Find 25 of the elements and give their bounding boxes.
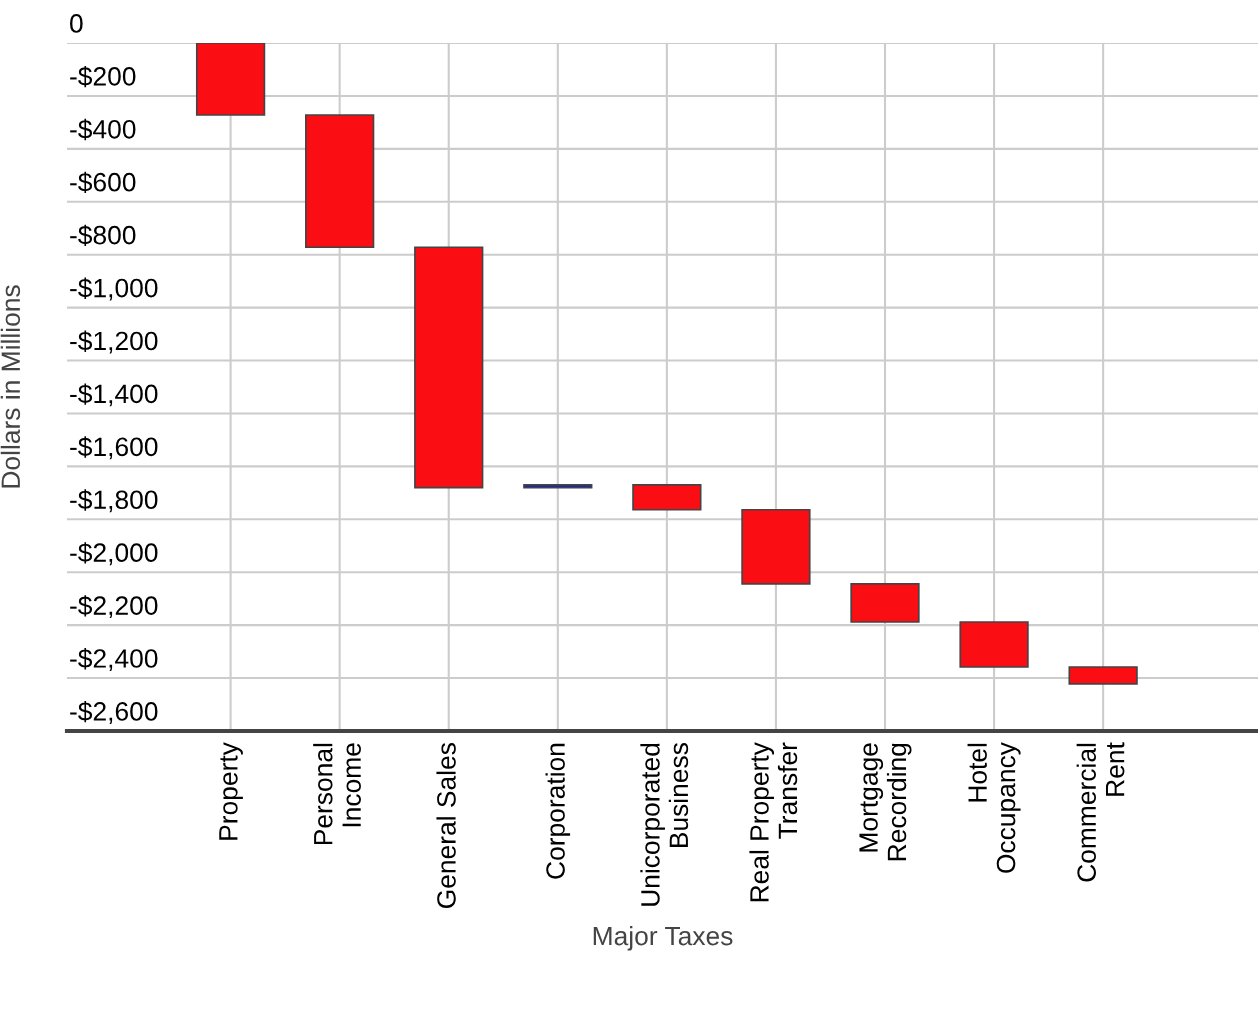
y-tick-label: -$1,600 xyxy=(70,436,158,460)
y-tick-label: -$200 xyxy=(70,65,136,88)
y-tick-label: 0 xyxy=(70,14,83,33)
x-axis-title: Major Taxes xyxy=(593,925,733,951)
y-tick-label: -$1,200 xyxy=(70,330,158,354)
y-tick-label: -$800 xyxy=(70,224,136,247)
x-tick-label: Unicorporated Business xyxy=(640,743,689,906)
y-tick-label: -$1,800 xyxy=(70,489,158,513)
y-axis-title: Dollars in Millions xyxy=(0,285,21,488)
x-tick-label: Mortgage Recording xyxy=(859,743,912,861)
x-tick-label: Property xyxy=(219,742,243,840)
x-tick-label: Hotel Occupancy xyxy=(967,742,1021,873)
x-tick-label: Personal Income xyxy=(313,743,361,845)
y-tick-label: -$2,400 xyxy=(70,648,158,671)
y-tick-label: -$2,000 xyxy=(70,542,158,566)
y-tick-label: -$2,200 xyxy=(70,595,158,619)
y-tick-label: -$1,400 xyxy=(70,383,158,407)
x-tick-label: Real Property Transfer xyxy=(749,742,798,902)
y-tick-label: -$1,000 xyxy=(70,277,158,301)
x-tick-label: General Sales xyxy=(436,743,456,908)
y-tick-label: -$2,600 xyxy=(70,700,158,724)
y-tick-label: -$400 xyxy=(70,118,136,141)
x-tick-label: Commercial Rent xyxy=(1076,742,1125,882)
y-tick-label: -$600 xyxy=(70,171,136,194)
x-tick-label: Corporation xyxy=(545,743,571,879)
